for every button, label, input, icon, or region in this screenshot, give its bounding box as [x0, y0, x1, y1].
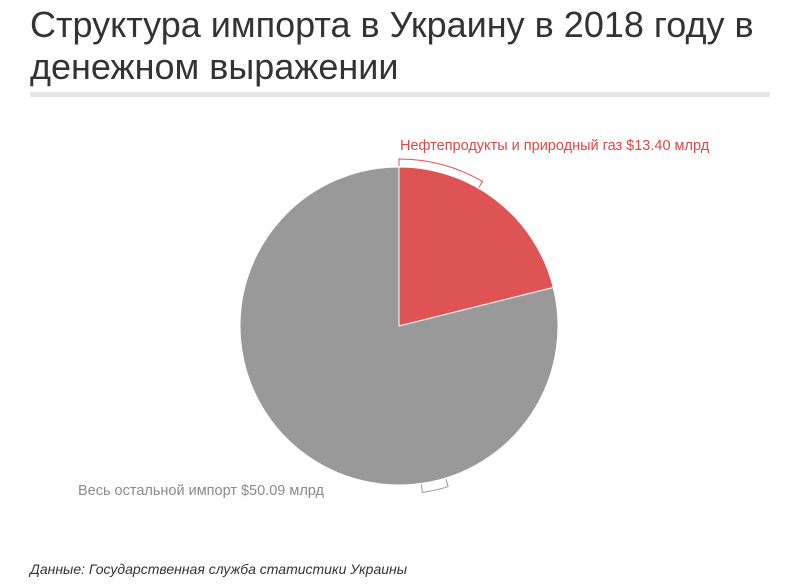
title-divider — [30, 92, 770, 97]
leader-line-1 — [420, 478, 449, 493]
label-leaders — [398, 158, 484, 493]
source-note: Данные: Государственная служба статистик… — [30, 561, 408, 577]
pie-slices — [239, 166, 559, 486]
data-label-0: Нефтепродукты и природный газ $13.40 млр… — [400, 138, 710, 154]
leader-line-0 — [398, 158, 484, 188]
chart-title: Структура импорта в Украину в 2018 году … — [30, 4, 754, 87]
data-labels: Нефтепродукты и природный газ $13.40 млр… — [78, 138, 710, 499]
pie-slice-1 — [239, 166, 559, 486]
pie-slice-0 — [398, 166, 554, 327]
data-label-1: Весь остальной импорт $50.09 млрд — [78, 483, 325, 499]
